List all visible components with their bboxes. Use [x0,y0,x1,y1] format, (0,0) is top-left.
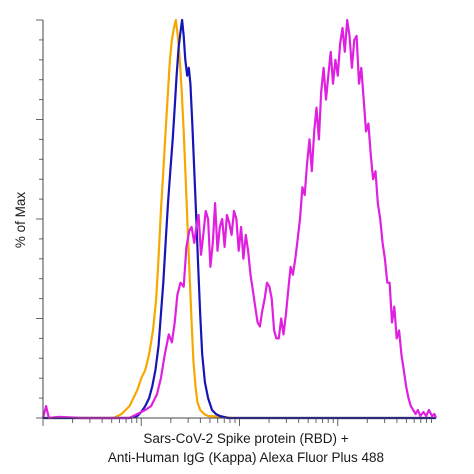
series-layer [41,18,438,420]
histogram-series-1 [43,18,436,420]
histogram-series-3 [41,18,438,420]
x-axis-ticks [42,418,433,426]
y-axis-label: % of Max [13,192,28,249]
y-axis-ticks [36,19,43,419]
x-axis-label-line-2: Anti-Human IgG (Kappa) Alexa Fluor Plus … [108,450,384,465]
x-axis-label-line-1: Sars-CoV-2 Spike protein (RBD) + [143,431,348,446]
histogram-series-2 [43,18,436,420]
